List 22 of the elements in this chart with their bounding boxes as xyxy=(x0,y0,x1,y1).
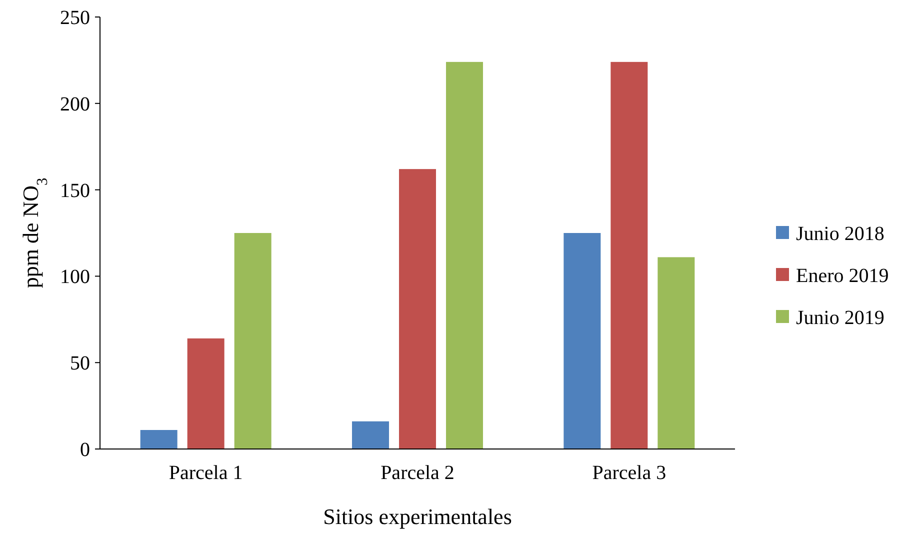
bar xyxy=(446,62,483,449)
y-tick-label: 0 xyxy=(80,439,90,461)
x-tick-label: Parcela 1 xyxy=(168,462,243,484)
legend-label: Junio 2019 xyxy=(796,307,884,329)
x-tick-label: Parcela 3 xyxy=(592,462,666,484)
bar xyxy=(140,430,178,449)
y-tick-label: 150 xyxy=(60,180,90,202)
y-tick-label: 200 xyxy=(60,93,90,116)
y-tick-label: 100 xyxy=(60,266,90,288)
x-axis-title: Sitios experimentales xyxy=(323,504,512,529)
bar xyxy=(352,421,389,449)
bar xyxy=(234,233,272,449)
bar xyxy=(658,257,695,449)
y-tick-label: 250 xyxy=(60,7,90,29)
legend-label: Junio 2018 xyxy=(796,223,884,245)
legend-label: Enero 2019 xyxy=(796,265,889,287)
x-tick-label: Parcela 2 xyxy=(380,462,454,484)
bar xyxy=(399,169,436,449)
y-tick-label: 50 xyxy=(70,352,90,375)
bar xyxy=(564,233,601,449)
bar xyxy=(187,338,224,449)
bar xyxy=(610,62,648,449)
